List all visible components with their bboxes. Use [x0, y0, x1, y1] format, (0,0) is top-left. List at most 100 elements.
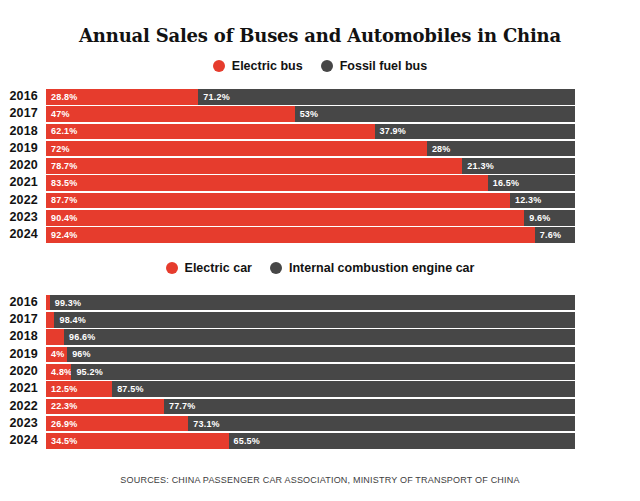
bar-value-label: 47% [46, 109, 70, 119]
bar-segment-electric-car: 12.5% [46, 381, 112, 397]
chart-row: 202078.7% 21.3% [0, 158, 640, 174]
bar-segment-electric-bus: 72% [46, 141, 427, 157]
bar-value-label: 62.1% [46, 126, 78, 136]
chart-row: 201862.1%37.9% [0, 124, 640, 140]
year-label: 2018 [0, 329, 46, 345]
bar-value-label: 21.3% [462, 161, 494, 171]
bar-track: 99.3% [46, 295, 575, 311]
bar-track: 47%53% [46, 106, 575, 122]
legend-label: Electric car [185, 261, 252, 275]
bar-value-label: 28% [427, 144, 451, 154]
chart-row: 2018 96.6% [0, 329, 640, 345]
bar-segment-electric-bus: 47% [46, 106, 295, 122]
bar-segment-internal-combustion-engine-car: 73.1% [188, 416, 575, 432]
bar-value-label: 7.6% [535, 230, 561, 240]
bar-value-label: 83.5% [46, 178, 78, 188]
bar-value-label: 87.5% [112, 384, 144, 394]
legend-label: Electric bus [232, 59, 303, 73]
bar-segment-fossil-fuel-bus: 71.2% [198, 89, 575, 105]
bar-track: 83.5% 16.5% [46, 175, 575, 191]
year-label: 2024 [0, 433, 46, 449]
bar-value-label: 73.1% [188, 419, 220, 429]
bar-value-label: 4% [46, 349, 64, 359]
year-label: 2020 [0, 158, 46, 174]
bar-segment-electric-bus: 62.1% [46, 124, 375, 140]
legend-item-electric-car: Electric car [166, 261, 252, 275]
bar-segment-electric-car [46, 312, 54, 328]
bar-segment-electric-car: 34.5% [46, 433, 229, 449]
bar-track: 96.6% [46, 329, 575, 345]
bar-value-label: 78.7% [46, 161, 78, 171]
bar-value-label: 90.4% [46, 213, 78, 223]
bar-segment-internal-combustion-engine-car: 87.5% [112, 381, 575, 397]
legend-item-fossil-fuel-bus: Fossil fuel bus [321, 59, 428, 73]
year-label: 2023 [0, 416, 46, 432]
bar-value-label: 16.5% [488, 178, 520, 188]
bar-segment-internal-combustion-engine-car: 95.2% [71, 364, 575, 380]
chart-row: 201798.4% [0, 312, 640, 328]
chart-row: 202287.7%12.3% [0, 193, 640, 209]
chart-row: 202434.5%65.5% [0, 433, 640, 449]
bar-segment-internal-combustion-engine-car: 96.6% [64, 329, 575, 345]
chart-row: 202390.4%9.6% [0, 210, 640, 226]
bar-track: 4.8%95.2% [46, 364, 575, 380]
bar-value-label: 34.5% [46, 436, 78, 446]
bar-segment-fossil-fuel-bus: 37.9% [375, 124, 575, 140]
bus-sales-chart: 201628.8%71.2%201747%53%201862.1%37.9%20… [0, 89, 640, 243]
bus-chart-legend: Electric bus Fossil fuel bus [0, 59, 640, 73]
bar-value-label: 95.2% [71, 367, 103, 377]
chart-row: 202326.9%73.1% [0, 416, 640, 432]
bar-segment-electric-bus: 28.8% [46, 89, 198, 105]
bar-value-label: 9.6% [524, 213, 550, 223]
bar-segment-electric-bus: 83.5% [46, 175, 488, 191]
bar-track: 72% 28% [46, 141, 575, 157]
chart-row: 202492.4% 7.6% [0, 227, 640, 243]
bar-track: 78.7% 21.3% [46, 158, 575, 174]
bar-value-label: 4.8% [46, 367, 72, 377]
bar-segment-electric-bus: 92.4% [46, 227, 535, 243]
bar-segment-fossil-fuel-bus: 21.3% [462, 158, 575, 174]
chart-row: 201628.8% 71.2% [0, 89, 640, 105]
bar-value-label: 72% [46, 144, 70, 154]
bar-value-label: 87.7% [46, 195, 78, 205]
bar-track: 12.5% 87.5% [46, 381, 575, 397]
bar-segment-fossil-fuel-bus: 7.6% [535, 227, 575, 243]
bar-track: 26.9%73.1% [46, 416, 575, 432]
bar-segment-electric-bus: 78.7% [46, 158, 462, 174]
electric-bus-dot-icon [213, 60, 225, 72]
bar-track: 98.4% [46, 312, 575, 328]
chart-row: 20194%96% [0, 347, 640, 363]
year-label: 2024 [0, 227, 46, 243]
legend-label: Internal combustion engine car [289, 261, 474, 275]
bar-track: 92.4% 7.6% [46, 227, 575, 243]
bar-segment-fossil-fuel-bus: 9.6% [524, 210, 575, 226]
source-credit: SOURCES: CHINA PASSENGER CAR ASSOCIATION… [0, 475, 640, 485]
ice-car-dot-icon [270, 262, 282, 274]
year-label: 2016 [0, 89, 46, 105]
legend-item-electric-bus: Electric bus [213, 59, 303, 73]
car-chart-legend: Electric car Internal combustion engine … [0, 261, 640, 275]
year-label: 2020 [0, 364, 46, 380]
car-sales-chart: 201699.3%201798.4%201896.6%20194%96%2020… [0, 295, 640, 449]
chart-row: 202112.5%87.5% [0, 381, 640, 397]
bar-segment-electric-car [46, 329, 64, 345]
bar-segment-electric-car: 4% [46, 347, 67, 363]
bar-value-label: 92.4% [46, 230, 78, 240]
bar-value-label: 22.3% [46, 401, 78, 411]
chart-row: 201972%28% [0, 141, 640, 157]
bar-segment-fossil-fuel-bus: 12.3% [510, 193, 575, 209]
bar-value-label: 12.3% [510, 195, 542, 205]
bar-value-label: 71.2% [198, 92, 230, 102]
bar-segment-fossil-fuel-bus: 28% [427, 141, 575, 157]
bar-segment-electric-car: 26.9% [46, 416, 188, 432]
bar-segment-fossil-fuel-bus: 16.5% [488, 175, 575, 191]
bar-value-label: 96.6% [64, 332, 96, 342]
legend-item-ice-car: Internal combustion engine car [270, 261, 474, 275]
bar-value-label: 99.3% [50, 298, 82, 308]
year-label: 2019 [0, 347, 46, 363]
bar-track: 87.7% 12.3% [46, 193, 575, 209]
bar-value-label: 12.5% [46, 384, 78, 394]
chart-row: 202222.3%77.7% [0, 399, 640, 415]
bar-value-label: 28.8% [46, 92, 78, 102]
electric-car-dot-icon [166, 262, 178, 274]
